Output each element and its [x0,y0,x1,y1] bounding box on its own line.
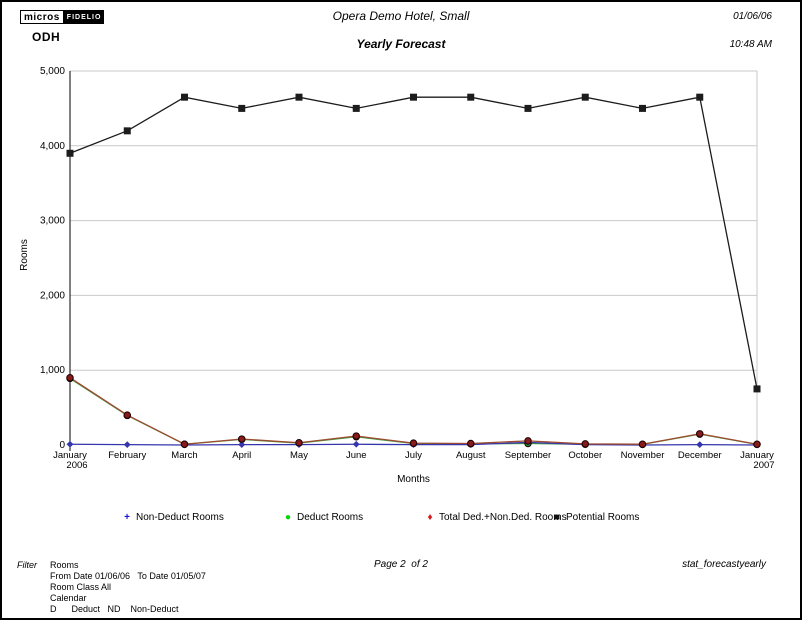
property-code: ODH [32,30,61,44]
svg-text:Months: Months [397,474,430,485]
svg-text:December: December [678,450,722,461]
legend-item-total-ded-non-ded-rooms: ♦ Total Ded.+Non.Ded. Rooms [423,512,567,523]
svg-text:2006: 2006 [66,460,87,471]
svg-text:2,000: 2,000 [40,290,65,301]
legend-item-potential-rooms: ■ Potential Rooms [550,512,639,523]
micros-logo-text: micros [20,10,64,24]
circle-marker-icon: ♦ [427,512,433,523]
legend-item-deduct-rooms: ● Deduct Rooms [281,512,363,523]
filter-line: D Deduct ND Non-Deduct [50,604,179,614]
report-subtitle: Yearly Forecast [356,37,446,51]
svg-text:May: May [290,450,308,461]
micros-fidelio-logo: micros FIDELIO [20,10,105,24]
svg-text:July: July [405,450,422,461]
legend-label: Potential Rooms [566,512,640,523]
report-date: 01/06/06 [733,11,772,22]
filter-line: Rooms [50,560,79,570]
svg-text:0: 0 [59,440,65,451]
report-name: stat_forecastyearly [682,559,766,570]
legend-label: Total Ded.+Non.Ded. Rooms [439,512,567,523]
filter-line: From Date 01/06/06 To Date 01/05/07 [50,571,206,581]
svg-text:April: April [232,450,251,461]
fidelio-logo-text: FIDELIO [63,10,105,24]
svg-text:November: November [621,450,665,461]
svg-text:March: March [171,450,197,461]
legend-label: Deduct Rooms [297,512,364,523]
svg-text:October: October [568,450,602,461]
svg-text:June: June [346,450,367,461]
legend-label: Non-Deduct Rooms [136,512,224,523]
filter-details: Rooms From Date 01/06/06 To Date 01/05/07… [50,560,206,615]
svg-text:1,000: 1,000 [40,365,65,376]
legend-item-non-deduct-rooms: + Non-Deduct Rooms [120,512,224,523]
report-title: Opera Demo Hotel, Small [332,9,470,23]
svg-text:January: January [740,450,774,461]
chart-legend: + Non-Deduct Rooms ● Deduct Rooms ♦ Total Ded… [2,512,800,528]
filter-line: Calendar [50,593,87,603]
svg-text:5,000: 5,000 [40,66,65,77]
svg-text:3,000: 3,000 [40,216,65,227]
svg-text:August: August [456,450,486,461]
report-time: 10:48 AM [729,39,772,50]
svg-text:February: February [108,450,146,461]
diamond-marker-icon: + [124,512,130,523]
page-number: Page 2 of 2 [374,559,428,570]
svg-text:January: January [53,450,87,461]
filter-label: Filter [17,560,37,570]
square-marker-icon: ■ [553,512,561,523]
svg-text:September: September [505,450,551,461]
circle-marker-icon: ● [284,512,292,523]
svg-text:4,000: 4,000 [40,141,65,152]
filter-line: Room Class All [50,582,112,592]
svg-text:2007: 2007 [753,460,774,471]
svg-text:Rooms: Rooms [19,239,30,271]
